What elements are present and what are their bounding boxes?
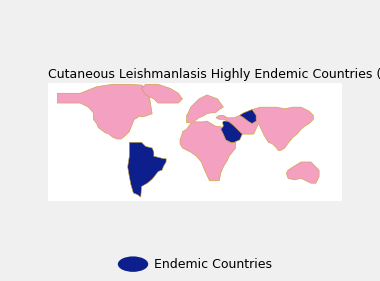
Polygon shape <box>287 162 319 183</box>
Polygon shape <box>221 121 242 142</box>
Polygon shape <box>240 110 256 123</box>
Polygon shape <box>57 84 152 139</box>
Polygon shape <box>128 142 166 197</box>
Text: Cutaneous Leishmanlasis Highly Endemic Countries (90% of cases): Cutaneous Leishmanlasis Highly Endemic C… <box>48 69 380 81</box>
Text: Endemic Countries: Endemic Countries <box>154 258 272 271</box>
Polygon shape <box>187 95 223 123</box>
Polygon shape <box>180 121 236 181</box>
Polygon shape <box>216 107 314 151</box>
Polygon shape <box>142 84 182 103</box>
